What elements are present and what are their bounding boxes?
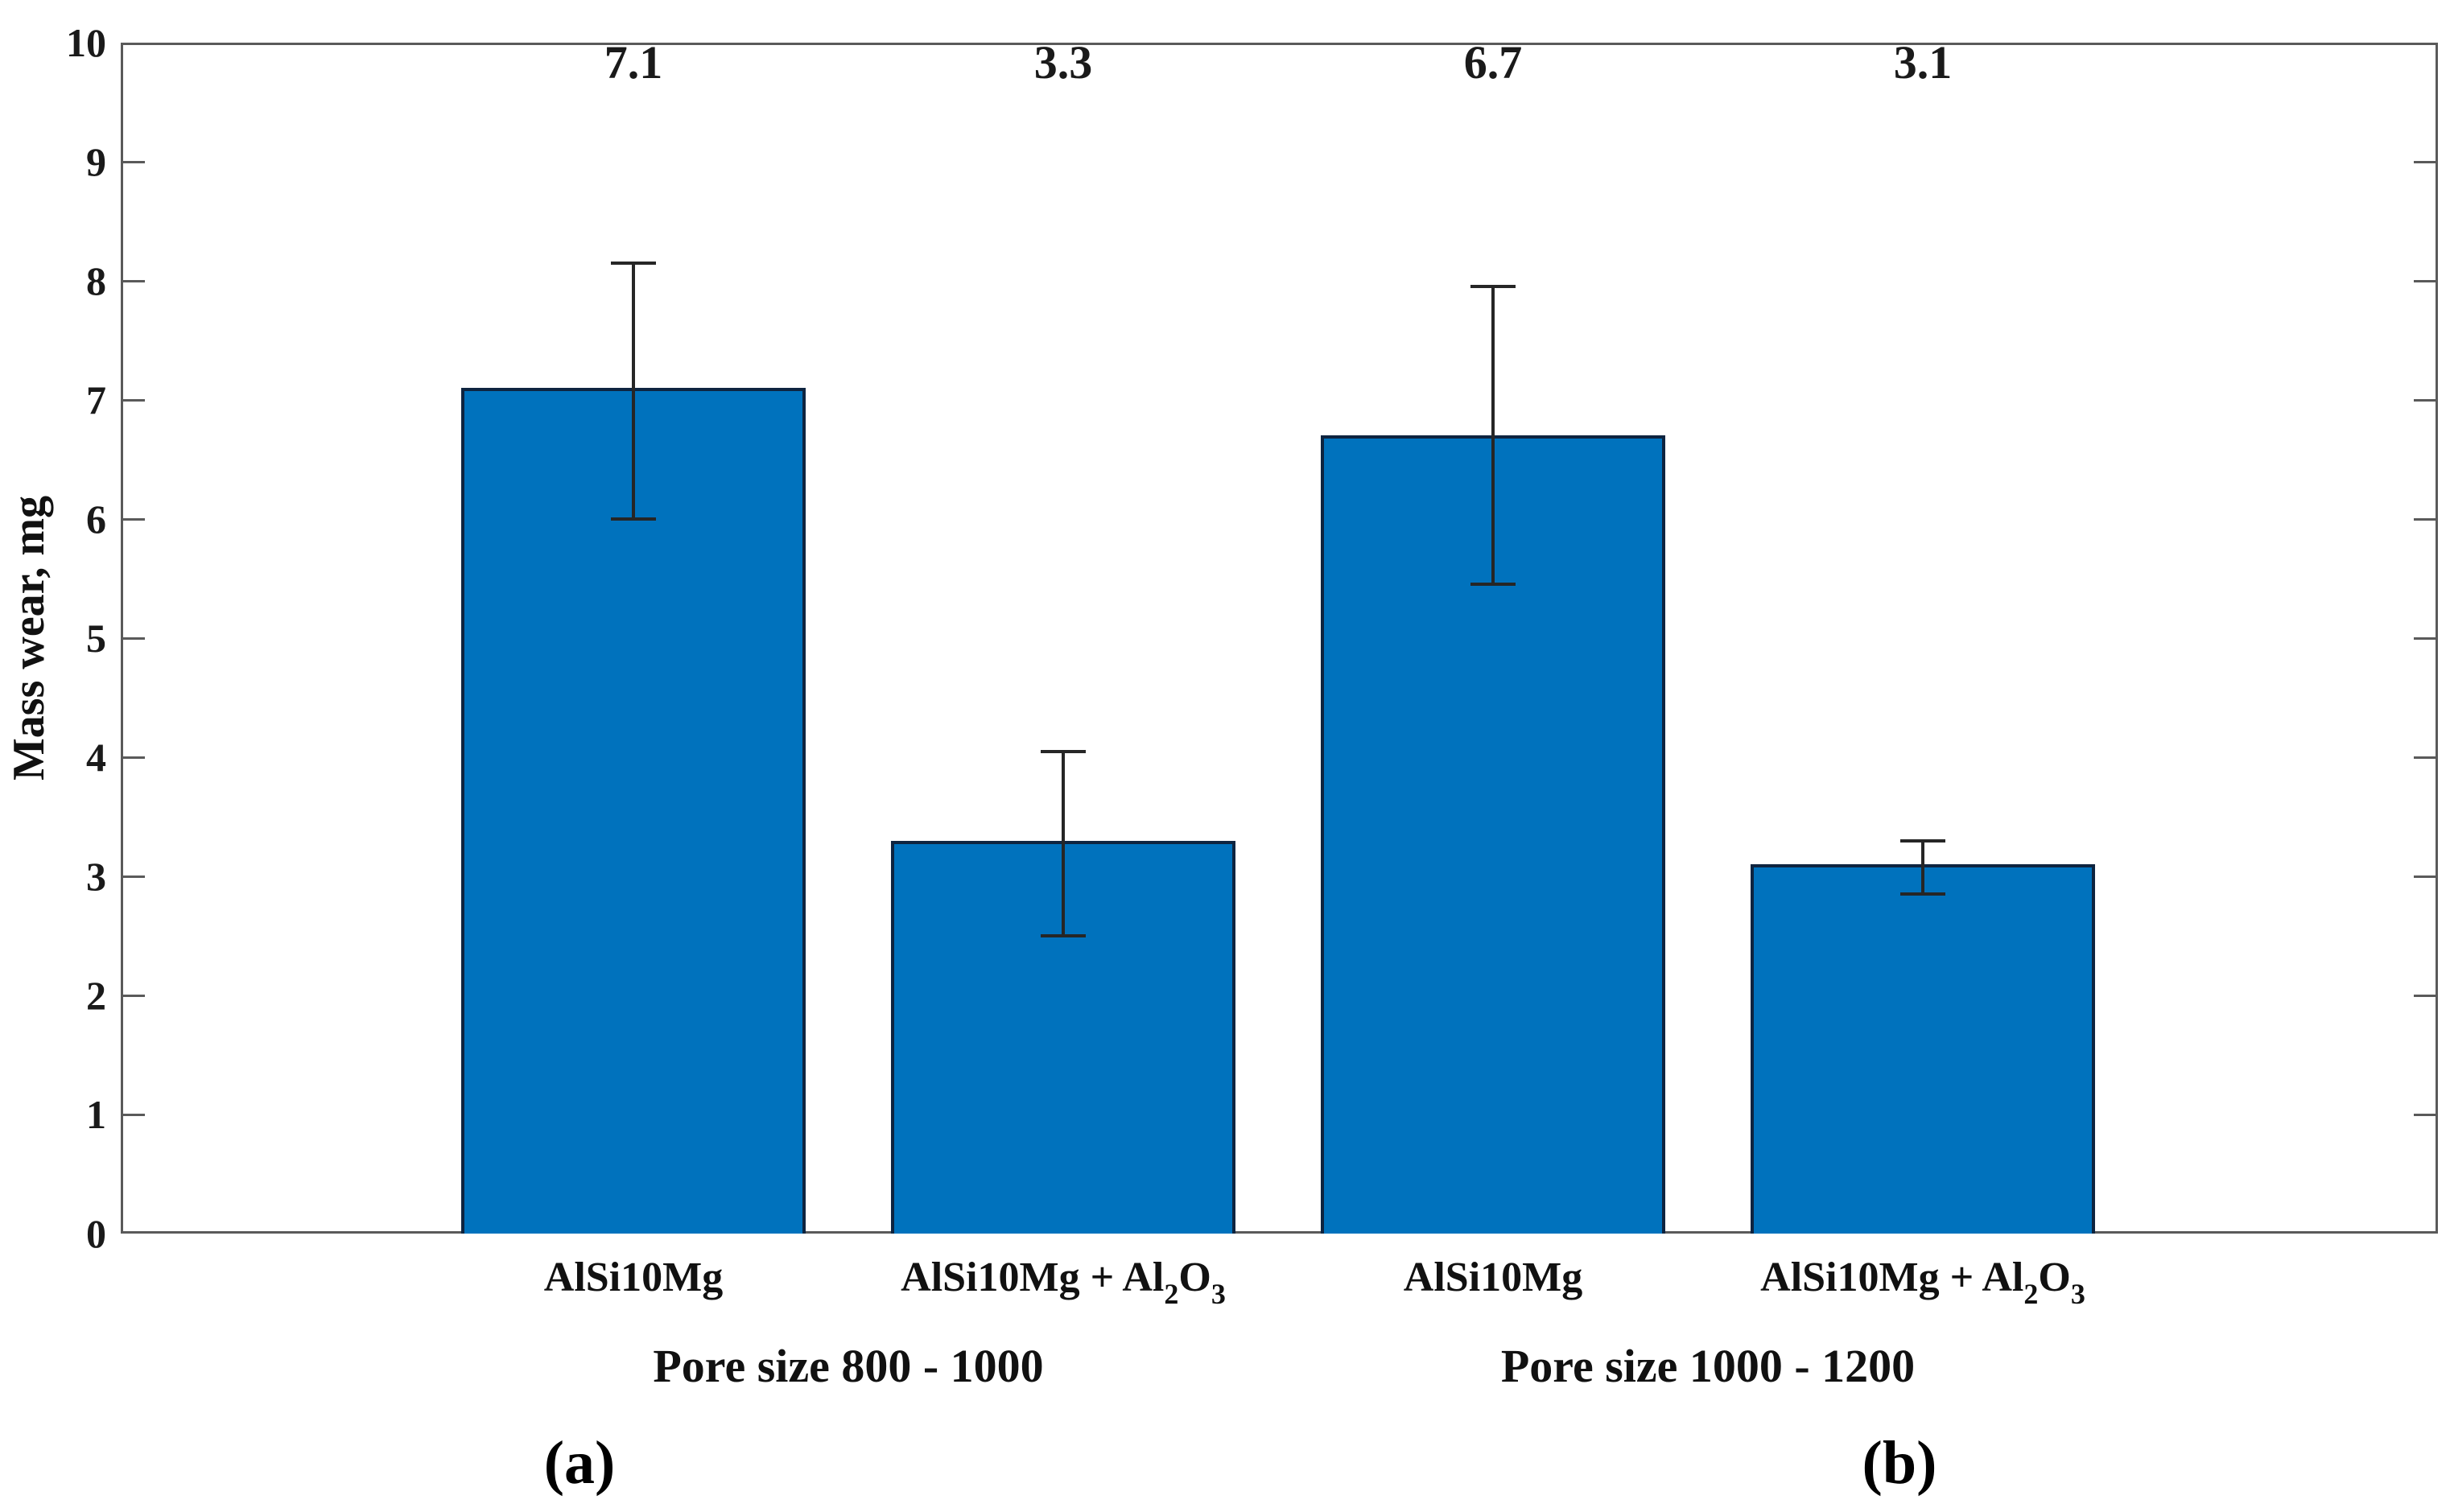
error-bar-cap-top (1470, 285, 1516, 289)
error-bar-cap-bottom (611, 517, 656, 521)
subfigure-label-a: (a) (543, 1429, 616, 1497)
y-tick-label: 4 (86, 735, 106, 780)
y-tick-label: 9 (86, 139, 106, 184)
error-bar-cap-bottom (1041, 934, 1086, 937)
y-tick-right (2414, 279, 2436, 282)
group-label: Pore size 800 - 1000 (653, 1340, 1044, 1392)
y-tick-label: 2 (86, 973, 106, 1018)
category-label-text: O (1178, 1255, 1211, 1300)
y-tick-left (123, 875, 145, 878)
category-label: AlSi10Mg (1404, 1255, 1582, 1300)
category-label-subscript: 2 (2023, 1278, 2039, 1311)
y-tick-right (2414, 160, 2436, 163)
category-label: AlSi10Mg (544, 1255, 723, 1300)
bar (461, 388, 806, 1234)
error-bar-cap-top (1900, 838, 1945, 843)
category-label: AlSi10Mg + Al2O3 (901, 1255, 1226, 1316)
y-tick-label: 3 (86, 854, 106, 899)
bar-value-label: 6.7 (1463, 36, 1523, 89)
category-label-text: AlSi10Mg + Al (901, 1255, 1165, 1300)
y-axis-title: Mass wear, mg (4, 495, 54, 781)
bar-value-label: 3.3 (1033, 36, 1093, 89)
y-tick-right (2414, 637, 2436, 640)
error-bar-stem (632, 262, 635, 519)
group-label: Pore size 1000 - 1200 (1500, 1340, 1916, 1392)
category-label: AlSi10Mg + Al2O3 (1760, 1255, 2085, 1316)
y-tick-right (2414, 398, 2436, 402)
error-bar-cap-bottom (1470, 583, 1516, 587)
y-tick-left (123, 279, 145, 282)
error-bar-cap-top (611, 261, 656, 265)
category-label-text: AlSi10Mg (1403, 1255, 1583, 1300)
y-tick-left (123, 637, 145, 640)
y-tick-right (2414, 994, 2436, 997)
error-bar-stem (1921, 840, 1924, 895)
y-tick-right (2414, 517, 2436, 521)
error-bar-cap-bottom (1900, 892, 1945, 896)
y-tick-left (123, 160, 145, 163)
y-tick-left (123, 756, 145, 759)
y-tick-label: 6 (86, 496, 106, 542)
bar-value-label: 7.1 (604, 36, 663, 89)
y-tick-left (123, 517, 145, 521)
y-tick-right (2414, 756, 2436, 759)
y-tick-left (123, 994, 145, 997)
category-label-subscript: 3 (2070, 1278, 2085, 1311)
y-tick-label: 0 (86, 1211, 106, 1256)
y-tick-right (2414, 875, 2436, 878)
bar-value-label: 3.1 (1893, 36, 1953, 89)
y-tick-left (123, 398, 145, 402)
error-bar-stem (1062, 751, 1065, 936)
y-tick-label: 7 (86, 377, 106, 422)
plot-box (121, 43, 2438, 1234)
y-tick-label: 10 (66, 20, 106, 65)
category-label-text: O (2038, 1255, 2071, 1300)
category-label-subscript: 2 (1164, 1278, 1179, 1311)
y-tick-label: 1 (86, 1092, 106, 1137)
y-tick-left (123, 1113, 145, 1116)
category-label-text: AlSi10Mg (543, 1255, 724, 1300)
error-bar-stem (1491, 286, 1495, 585)
category-label-subscript: 3 (1211, 1278, 1226, 1311)
bar (1751, 864, 2095, 1234)
error-bar-cap-top (1041, 749, 1086, 753)
y-tick-label: 8 (86, 258, 106, 303)
subfigure-label-b: (b) (1862, 1429, 1937, 1497)
y-tick-right (2414, 1113, 2436, 1116)
y-tick-label: 5 (86, 616, 106, 661)
category-label-text: AlSi10Mg + Al (1760, 1255, 2024, 1300)
